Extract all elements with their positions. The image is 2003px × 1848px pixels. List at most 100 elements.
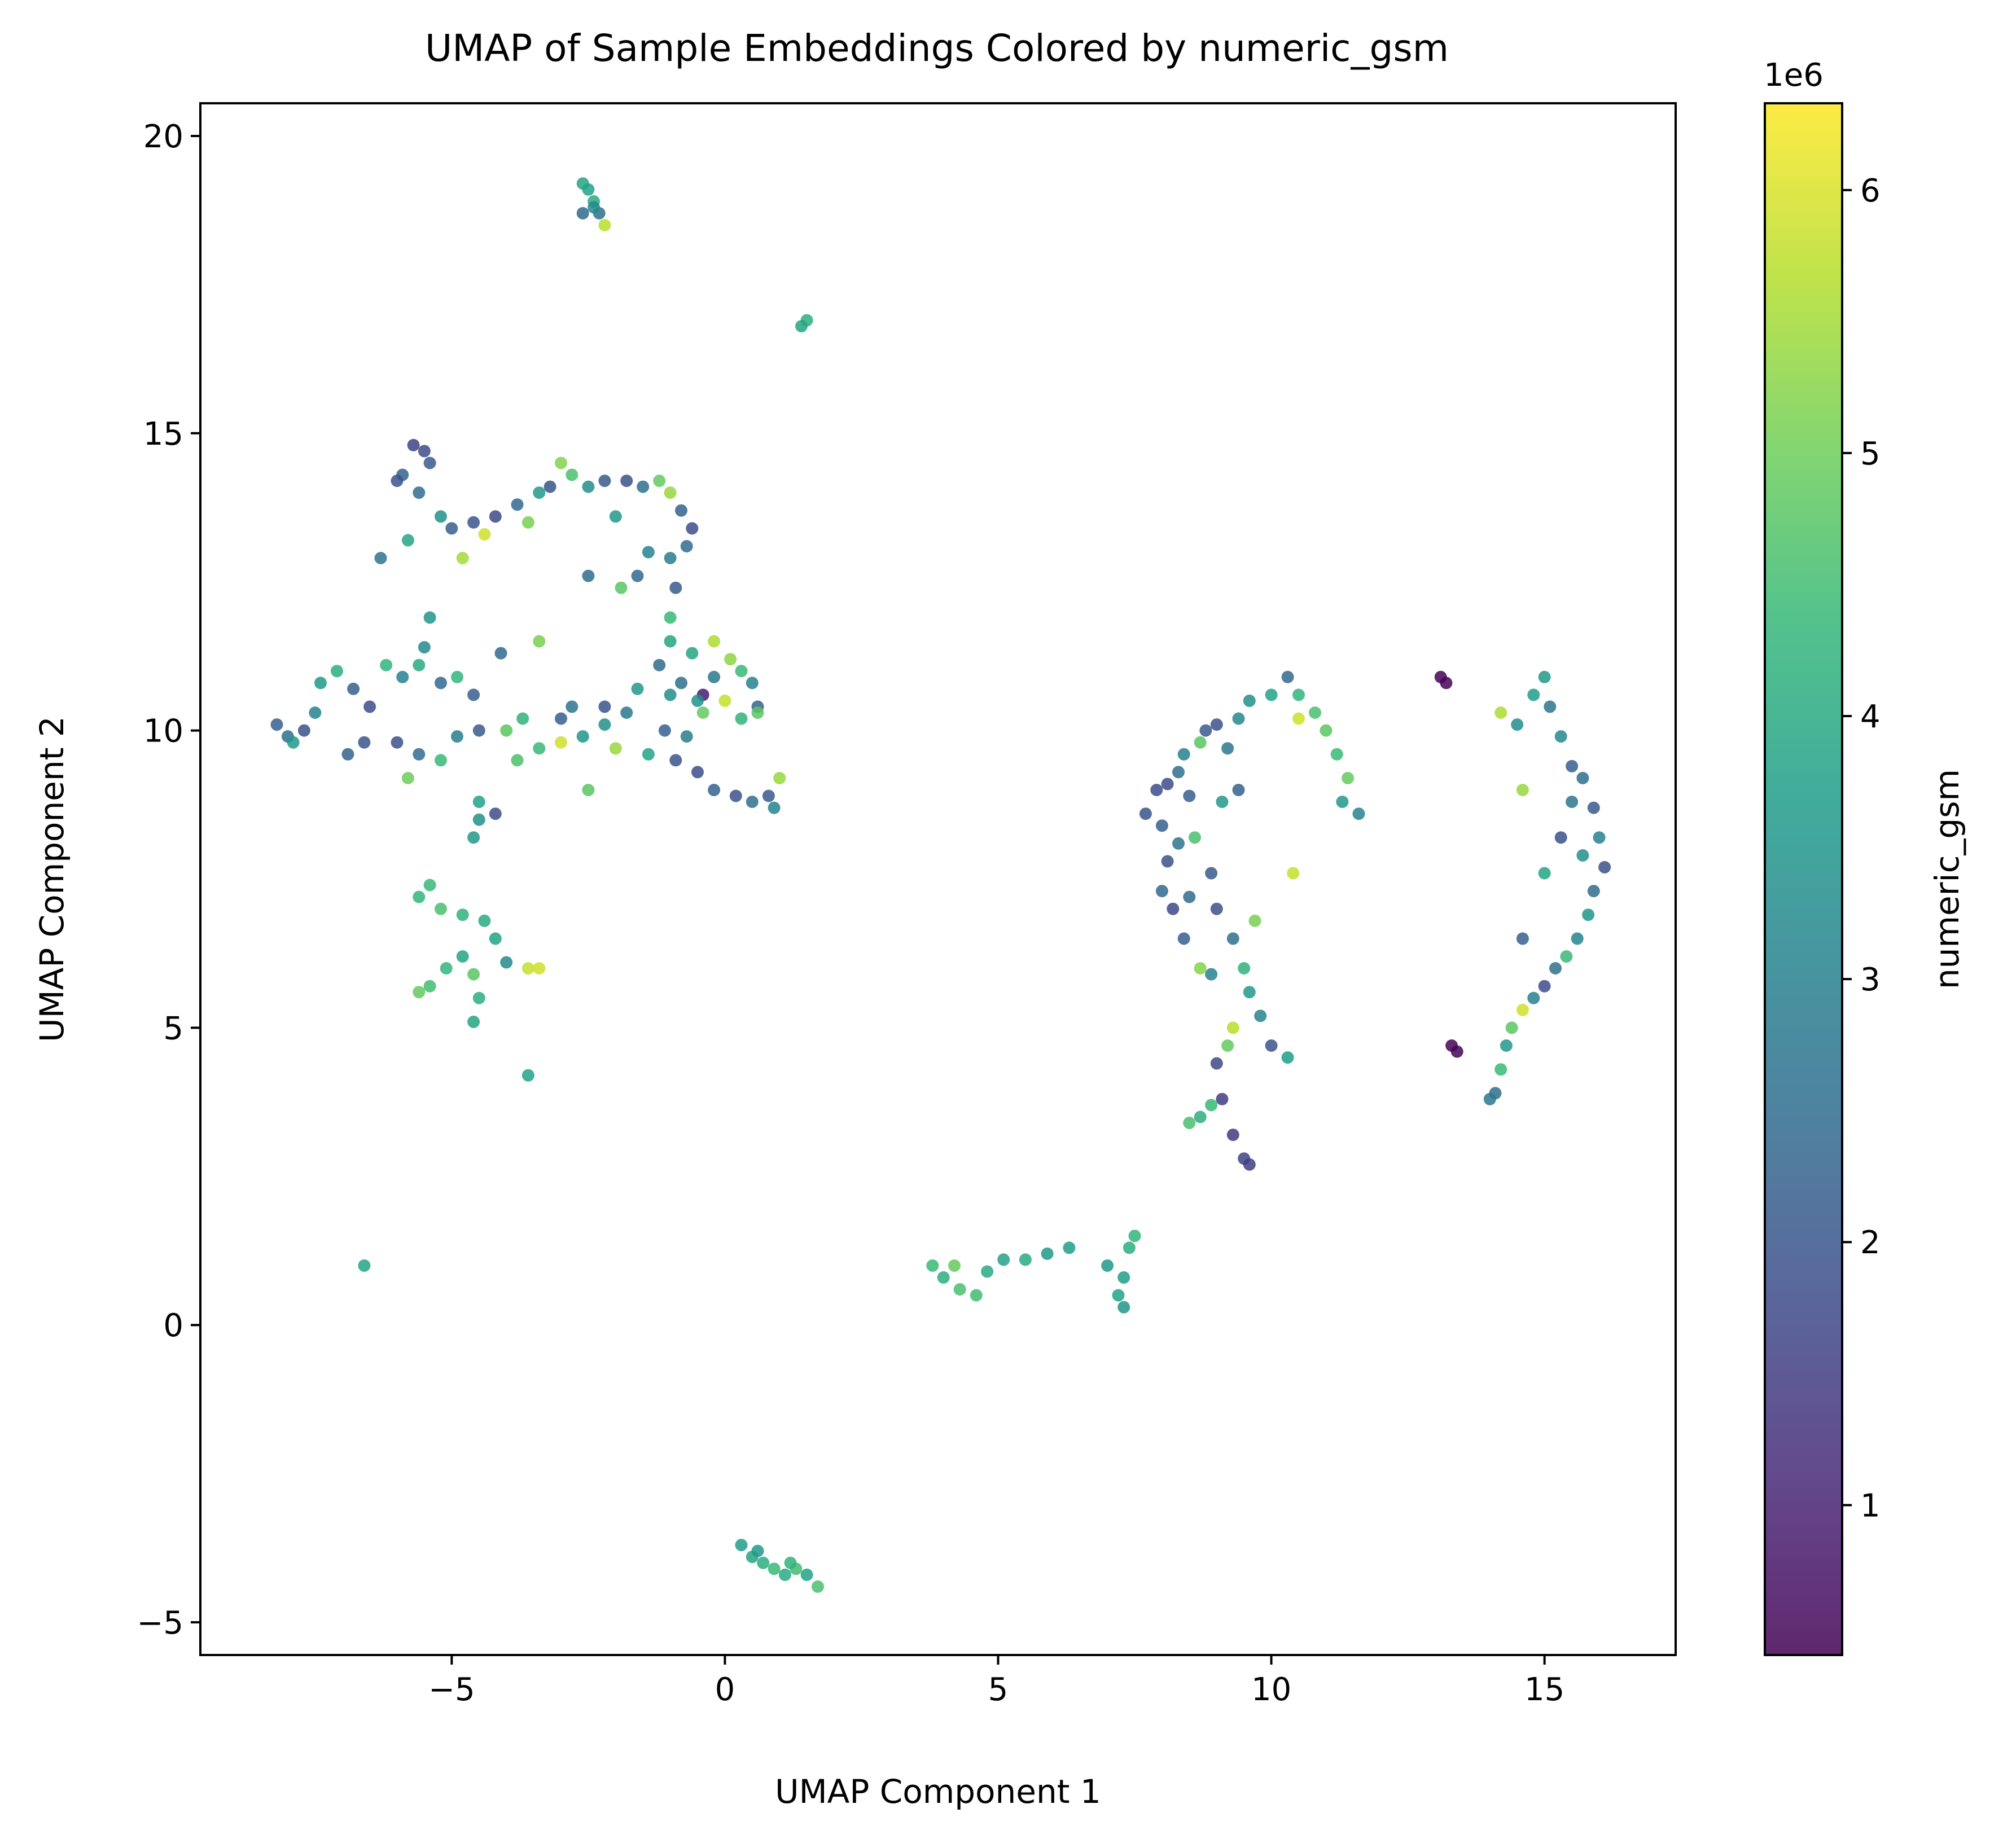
scatter-point <box>445 522 458 535</box>
x-tick-label: 5 <box>988 1671 1009 1708</box>
chart-title: UMAP of Sample Embeddings Colored by num… <box>425 27 1449 70</box>
scatter-point <box>997 1253 1010 1266</box>
scatter-point <box>664 611 677 624</box>
scatter-point <box>331 665 343 678</box>
scatter-point <box>631 682 644 695</box>
scatter-points <box>270 177 1611 1593</box>
scatter-point <box>1117 1271 1130 1284</box>
colorbar-ticks: 1 2 3 4 5 6 <box>1842 173 1881 1524</box>
scatter-point <box>1248 914 1261 927</box>
y-tick-label: −5 <box>137 1605 183 1641</box>
scatter-point <box>1516 932 1529 945</box>
scatter-point <box>1587 885 1600 898</box>
scatter-point <box>1576 771 1589 784</box>
scatter-point <box>696 706 709 719</box>
scatter-point <box>1226 932 1239 945</box>
scatter-point <box>555 456 567 469</box>
scatter-point <box>1500 1039 1513 1052</box>
scatter-point <box>576 730 589 743</box>
scatter-point <box>1281 670 1294 683</box>
scatter-point <box>467 831 480 844</box>
scatter-point <box>489 510 502 523</box>
y-tick-label: 10 <box>143 713 183 750</box>
scatter-point <box>926 1259 939 1272</box>
scatter-point <box>1210 902 1223 915</box>
scatter-point <box>1238 962 1251 975</box>
scatter-point <box>1112 1289 1125 1302</box>
scatter-point <box>708 670 721 683</box>
scatter-point <box>773 771 786 784</box>
scatter-point <box>937 1271 950 1284</box>
scatter-point <box>735 665 748 678</box>
scatter-point <box>800 1568 813 1581</box>
x-tick-label: 0 <box>715 1671 735 1708</box>
scatter-point <box>287 736 300 749</box>
scatter-point <box>653 475 666 488</box>
scatter-point <box>664 552 677 564</box>
scatter-point <box>521 962 534 975</box>
scatter-point <box>1336 796 1349 808</box>
x-tick-label: 15 <box>1524 1671 1564 1708</box>
scatter-point <box>598 718 611 731</box>
scatter-point <box>1544 700 1557 713</box>
scatter-point <box>1189 831 1201 844</box>
scatter-point <box>467 1015 480 1028</box>
scatter-point <box>686 522 699 535</box>
scatter-point <box>1205 968 1218 981</box>
scatter-point <box>1167 902 1180 915</box>
scatter-point <box>729 789 742 802</box>
scatter-point <box>784 1556 797 1569</box>
scatter-point <box>1155 885 1168 898</box>
scatter-point <box>407 438 420 451</box>
scatter-point <box>1516 784 1529 796</box>
y-axis-ticks: −5 0 5 10 15 20 <box>137 118 200 1641</box>
scatter-point <box>664 486 677 499</box>
colorbar-tick-label: 3 <box>1860 962 1881 998</box>
scatter-point <box>413 890 426 903</box>
scatter-point <box>609 742 622 755</box>
scatter-point <box>1587 801 1600 814</box>
scatter-point <box>1172 766 1185 779</box>
scatter-point <box>1117 1301 1130 1314</box>
scatter-point <box>637 480 650 493</box>
scatter-point <box>1232 784 1245 796</box>
scatter-point <box>1183 890 1196 903</box>
scatter-point <box>1216 1092 1229 1105</box>
scatter-point <box>582 480 595 493</box>
scatter-point <box>418 445 431 458</box>
scatter-point <box>1161 778 1174 791</box>
scatter-point <box>472 813 485 826</box>
scatter-point <box>467 516 480 529</box>
colorbar-label: numeric_gsm <box>1928 769 1966 989</box>
scatter-point <box>467 968 480 981</box>
scatter-point <box>1281 1051 1294 1064</box>
x-axis-label: UMAP Component 1 <box>775 1772 1101 1811</box>
scatter-point <box>1292 712 1305 725</box>
scatter-point <box>472 991 485 1004</box>
scatter-point <box>413 748 426 761</box>
scatter-point <box>1243 694 1256 707</box>
scatter-point <box>1216 796 1229 808</box>
scatter-point <box>456 950 469 963</box>
scatter-point <box>1494 1063 1507 1076</box>
scatter-point <box>1205 867 1218 880</box>
scatter-point <box>664 688 677 701</box>
scatter-point <box>451 730 463 743</box>
scatter-point <box>1598 861 1611 873</box>
scatter-point <box>413 486 426 499</box>
scatter-point <box>1128 1230 1141 1243</box>
scatter-point <box>812 1580 824 1593</box>
scatter-point <box>669 581 682 594</box>
scatter-point <box>631 569 644 582</box>
scatter-point <box>1511 718 1524 731</box>
scatter-point <box>500 956 513 969</box>
scatter-point <box>735 1539 748 1552</box>
scatter-point <box>686 647 699 660</box>
colorbar-tick-label: 1 <box>1860 1487 1881 1524</box>
scatter-point <box>472 724 485 737</box>
scatter-point <box>423 980 436 993</box>
scatter-point <box>1210 1057 1223 1070</box>
scatter-point <box>391 736 404 749</box>
scatter-point <box>1265 688 1278 701</box>
